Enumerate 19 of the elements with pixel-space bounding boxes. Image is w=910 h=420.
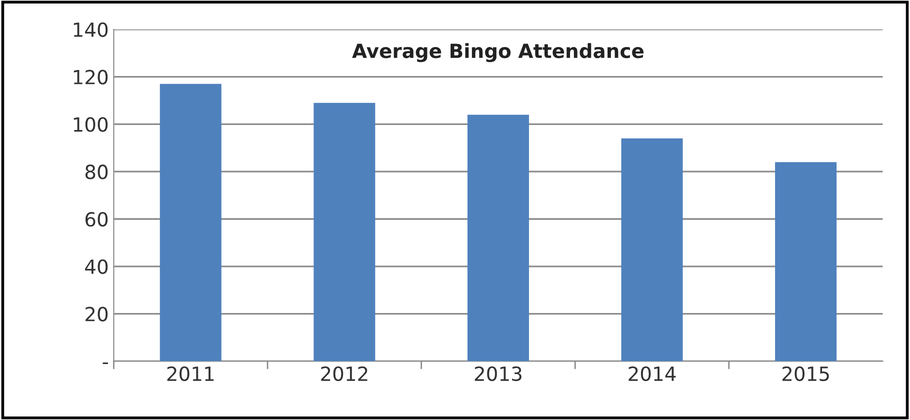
y-tick-label: 100 xyxy=(74,117,108,132)
text: Average Bingo Attendance xyxy=(352,43,644,62)
y-tick-label: 60 xyxy=(86,212,108,227)
y-tick-label: 20 xyxy=(86,306,108,322)
bar xyxy=(775,162,837,362)
y-tick-label: 80 xyxy=(85,164,108,180)
bar xyxy=(160,84,222,362)
x-tick-label: 2014 xyxy=(628,366,676,382)
y-tick-label: - xyxy=(102,362,108,364)
bar xyxy=(621,138,683,362)
bar xyxy=(467,114,529,362)
y-tick-label: 40 xyxy=(85,259,108,274)
x-tick-label: 2013 xyxy=(474,366,522,382)
x-tick-label: 2011 xyxy=(167,366,214,382)
y-tick-label: 120 xyxy=(74,70,108,84)
y-tick-label: 140 xyxy=(74,22,108,38)
x-tick-label: 2015 xyxy=(782,366,829,382)
bar xyxy=(314,102,376,362)
x-tick-label: 2012 xyxy=(321,366,368,382)
